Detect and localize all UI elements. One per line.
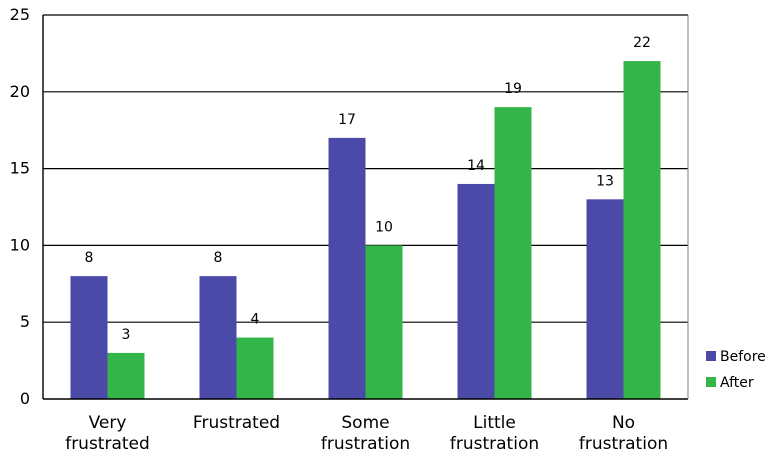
bar-before-1 — [199, 276, 237, 399]
y-tick-label-5: 5 — [20, 312, 30, 331]
bar-after-1 — [236, 337, 274, 399]
data-label-before-0: 8 — [85, 250, 94, 266]
data-label-before-4: 13 — [596, 173, 614, 189]
category-label-line: frustrated — [65, 434, 150, 454]
bar-after-2 — [365, 245, 403, 399]
y-tick-label-0: 0 — [20, 389, 30, 408]
data-label-after-2: 10 — [375, 219, 393, 235]
category-label-line: Frustrated — [193, 413, 280, 433]
category-label-line: frustration — [450, 434, 539, 454]
bar-after-0 — [107, 352, 145, 399]
data-labels: 8 3 8 4 17 10 14 19 13 22 — [85, 35, 651, 343]
data-label-after-1: 4 — [251, 312, 260, 328]
category-label-1: Frustrated — [193, 413, 280, 433]
data-label-after-4: 22 — [633, 35, 651, 51]
bar-before-4 — [586, 199, 624, 399]
category-label-3: Little frustration — [450, 413, 539, 454]
axes — [42, 14, 689, 400]
category-label-line: Some — [341, 413, 389, 433]
bar-after-4 — [623, 61, 661, 400]
bar-after-3 — [494, 107, 532, 399]
data-label-after-3: 19 — [504, 81, 522, 97]
data-label-before-2: 17 — [338, 112, 356, 128]
bars — [70, 61, 661, 400]
category-label-line: Little — [473, 413, 516, 433]
legend: Before After — [706, 349, 765, 391]
category-label-0: Very frustrated — [65, 413, 150, 454]
bar-before-0 — [70, 276, 108, 399]
category-label-line: frustration — [579, 434, 668, 454]
legend-swatch-after — [706, 377, 716, 387]
bar-before-2 — [328, 137, 366, 399]
category-label-line: frustration — [321, 434, 410, 454]
y-axis-tick-labels: 0 5 10 15 20 25 — [10, 5, 30, 408]
y-tick-label-15: 15 — [10, 159, 30, 178]
legend-label-before: Before — [720, 349, 765, 365]
y-tick-label-25: 25 — [10, 5, 30, 24]
category-label-4: No frustration — [579, 413, 668, 454]
legend-label-after: After — [720, 375, 754, 391]
y-tick-label-20: 20 — [10, 82, 30, 101]
category-label-line: No — [612, 413, 635, 433]
category-label-line: Very — [89, 413, 127, 433]
data-label-after-0: 3 — [122, 327, 131, 343]
category-label-2: Some frustration — [321, 413, 410, 454]
data-label-before-1: 8 — [214, 250, 223, 266]
y-tick-label-10: 10 — [10, 235, 30, 254]
legend-swatch-before — [706, 351, 716, 361]
bar-before-3 — [457, 183, 495, 399]
data-label-before-3: 14 — [467, 158, 485, 174]
